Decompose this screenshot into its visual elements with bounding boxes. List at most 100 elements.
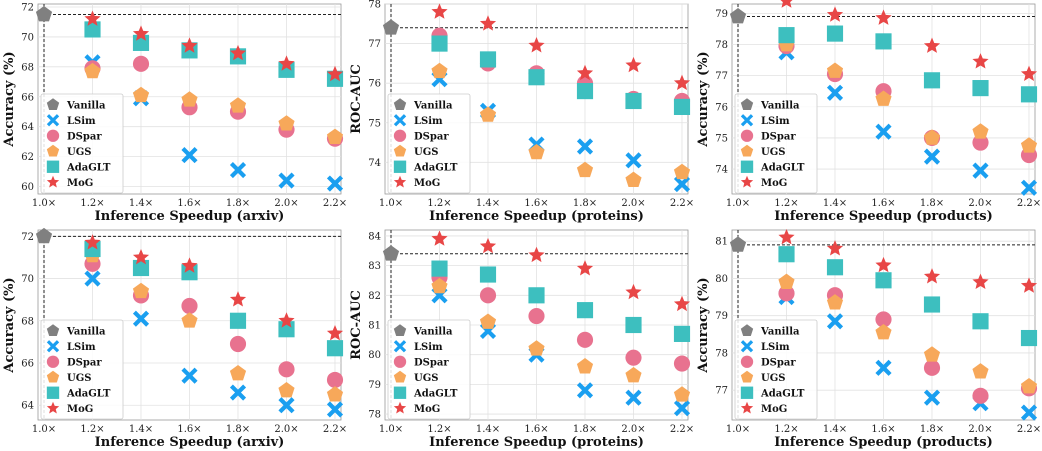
y-tick-label: 80: [715, 274, 728, 285]
legend-label-mog: MoG: [67, 404, 93, 415]
point-dspar: [625, 349, 642, 366]
chart-0-svg: 60 62 64 66 68 70 72 1.0× 1.2× 1.4× 1.6× 1.8× 2.0× 2.…: [2, 2, 347, 224]
x-tick-label: 2.0×: [274, 424, 298, 435]
y-tick-label: 80: [368, 350, 381, 361]
legend-label-ugs: UGS: [761, 373, 785, 384]
legend-marker-mog: [46, 175, 60, 188]
data-points: [729, 0, 1038, 196]
x-tick-label: 1.6×: [524, 424, 548, 435]
x-axis-label: Inference Speedup (arxiv): [95, 209, 285, 224]
point-dspar: [778, 285, 795, 302]
legend-marker-dspar: [740, 129, 754, 142]
point-ugs: [132, 86, 150, 103]
y-tick-label: 74: [715, 165, 728, 176]
legend-label-lsim: LSim: [414, 116, 443, 127]
point-ugs: [528, 143, 545, 160]
legend-box: [734, 319, 818, 420]
x-tick-label: 1.8×: [226, 424, 250, 435]
legend-marker-dspar: [46, 355, 60, 368]
legend-marker-vanilla: [46, 98, 60, 111]
x-tick-label: 2.0×: [621, 198, 645, 209]
y-tick-label: 76: [368, 79, 381, 90]
data-points: [729, 228, 1038, 421]
point-adaglt: [1020, 329, 1038, 347]
y-tick-label: 81: [368, 321, 381, 332]
point-adaglt: [826, 25, 844, 42]
point-mog: [673, 74, 691, 91]
point-adaglt: [923, 296, 941, 313]
legend-marker-adaglt: [740, 160, 754, 173]
point-mog: [576, 64, 594, 81]
legend-label-vanilla: Vanilla: [760, 100, 800, 111]
point-mog: [923, 268, 941, 284]
point-mog: [528, 37, 545, 53]
legend-label-lsim: LSim: [761, 116, 790, 127]
point-lsim: [576, 382, 594, 399]
point-mog: [826, 6, 844, 22]
legend-label-adaglt: AdaGLT: [66, 162, 111, 173]
y-tick-label: 77: [715, 71, 728, 82]
point-dspar: [875, 311, 892, 328]
x-axis-label: Inference Speedup (products): [774, 209, 993, 224]
point-adaglt: [625, 316, 642, 334]
point-ugs: [625, 366, 642, 383]
x-tick-label: 1.6×: [524, 198, 548, 209]
point-mog: [326, 65, 344, 82]
legend: Vanilla LSim DSpar UGS AdaGLT MoG: [40, 93, 124, 194]
legend-label-lsim: LSim: [67, 342, 96, 353]
legend-marker-ugs: [46, 144, 60, 157]
point-ugs: [576, 358, 594, 374]
legend-marker-mog: [46, 401, 60, 414]
panel-proteins-bottom: 78 79 80 81 82 83 84 1.0× 1.2× 1.4× 1.6× 1.8× 2.0× 2.…: [347, 226, 694, 451]
legend-marker-vanilla: [46, 324, 60, 337]
x-tick-label: 1.2×: [80, 424, 104, 435]
point-dspar: [278, 361, 295, 378]
y-tick-label: 75: [715, 133, 728, 144]
legend-marker-adaglt: [393, 160, 407, 173]
y-tick-label: 81: [715, 237, 728, 248]
point-mog: [625, 283, 642, 300]
point-lsim: [875, 123, 892, 140]
point-adaglt: [326, 340, 344, 357]
legend-label-adaglt: AdaGLT: [760, 388, 805, 399]
point-adaglt: [84, 21, 101, 38]
panel-products-top: 74 75 76 77 78 79 1.0× 1.2× 1.4× 1.6× 1.8× 2.0× 2.2×…: [694, 0, 1041, 225]
point-mog: [132, 248, 150, 265]
point-dspar: [972, 387, 989, 404]
point-mog: [181, 37, 198, 53]
legend-marker-mog: [740, 401, 754, 414]
point-ugs: [229, 365, 247, 381]
x-tick-label: 1.0×: [32, 424, 56, 435]
point-ugs: [972, 123, 989, 139]
legend-label-dspar: DSpar: [761, 357, 796, 368]
y-tick-label: 70: [21, 32, 34, 43]
legend-label-dspar: DSpar: [67, 357, 102, 368]
x-tick-label: 2.2×: [1017, 198, 1041, 209]
legend-marker-ugs: [740, 370, 754, 383]
x-tick-label: 1.0×: [726, 424, 750, 435]
y-tick-label: 70: [21, 274, 34, 285]
point-ugs: [528, 340, 545, 356]
x-tick-label: 1.4×: [129, 424, 153, 435]
point-lsim: [673, 176, 691, 193]
legend-label-adaglt: AdaGLT: [66, 388, 111, 399]
legend-label-dspar: DSpar: [761, 131, 796, 142]
y-tick-label: 64: [21, 122, 34, 133]
point-mog: [923, 37, 941, 53]
point-dspar: [576, 331, 594, 348]
point-lsim: [132, 310, 150, 327]
legend-box: [734, 93, 818, 194]
point-lsim: [326, 401, 344, 418]
legend-marker-adaglt: [393, 386, 407, 399]
point-mog: [229, 44, 247, 61]
y-tick-label: 78: [368, 0, 381, 11]
y-axis-label: Accuracy (%): [2, 277, 17, 373]
point-ugs: [229, 97, 247, 113]
legend-box: [387, 319, 471, 420]
chart-5-svg: 77 78 79 80 81 1.0× 1.2× 1.4× 1.6× 1.8× 2.0× 2.2× In…: [696, 228, 1041, 450]
y-tick-label: 76: [715, 102, 728, 113]
point-dspar: [923, 359, 941, 376]
point-lsim: [875, 359, 892, 376]
y-tick-label: 78: [715, 40, 728, 51]
legend-box: [40, 93, 124, 194]
